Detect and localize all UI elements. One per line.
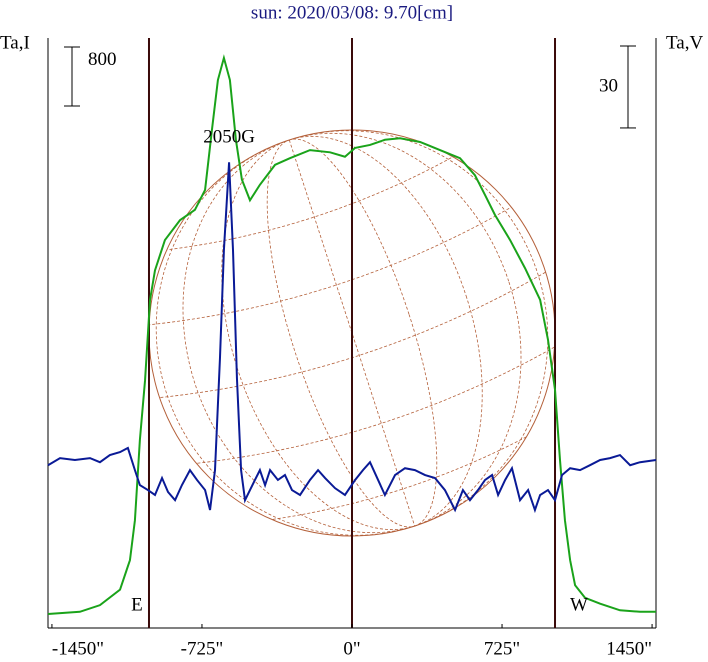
series-line	[47, 54, 656, 615]
x-tick-label: -1450"	[52, 638, 104, 659]
annotation: E	[131, 594, 143, 615]
chart-title: sun: 2020/03/08: 9.70[cm]	[251, 2, 453, 23]
scale-bar-label: 800	[88, 49, 117, 70]
annotation: W	[570, 594, 588, 615]
annotation: 2050G	[203, 127, 255, 148]
x-tick-label: -725"	[181, 638, 224, 659]
y2-axis-label: Ta,V	[666, 32, 703, 53]
x-tick-label: 725"	[484, 638, 520, 659]
x-tick-label: 1450"	[606, 638, 652, 659]
series-line	[47, 162, 657, 514]
y-axis-label: Ta,I	[0, 32, 30, 53]
x-tick-label: 0"	[343, 638, 360, 659]
scale-bar-label: 30	[599, 75, 618, 96]
